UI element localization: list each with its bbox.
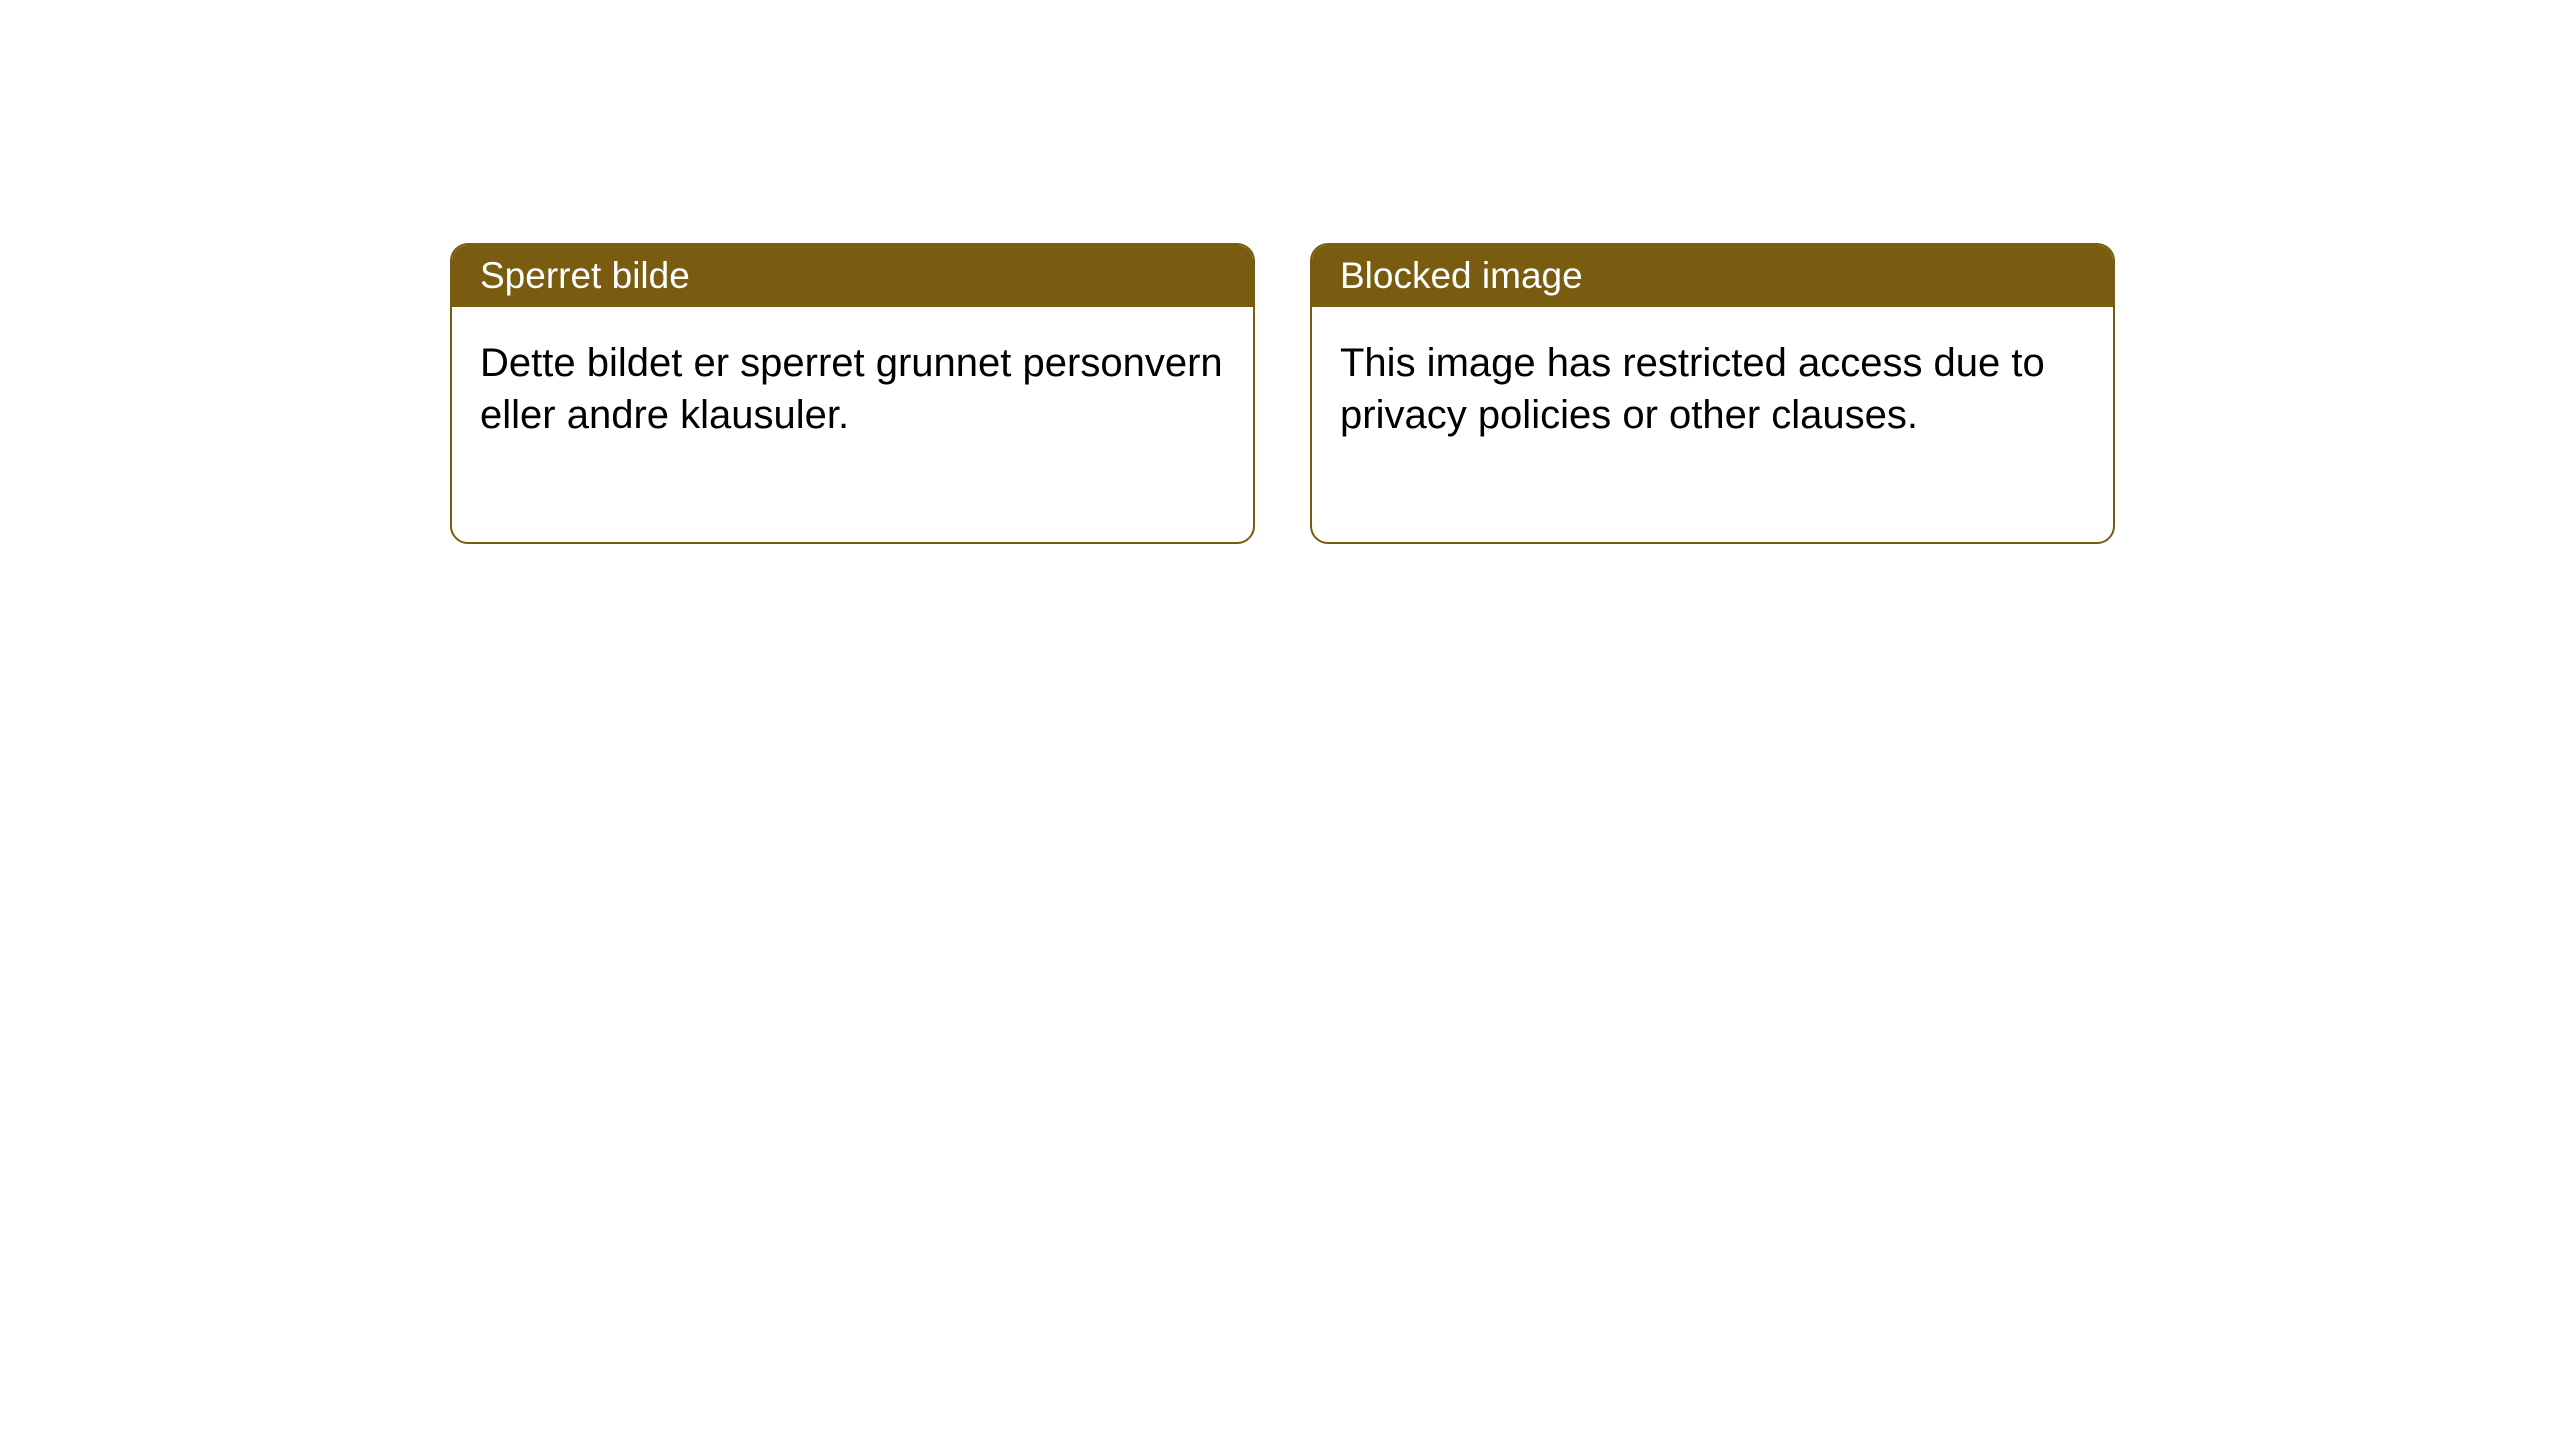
notice-body-norwegian: Dette bildet er sperret grunnet personve… — [452, 307, 1253, 542]
notice-header-english: Blocked image — [1312, 245, 2113, 307]
notice-header-norwegian: Sperret bilde — [452, 245, 1253, 307]
notice-card-norwegian: Sperret bilde Dette bildet er sperret gr… — [450, 243, 1255, 544]
notice-body-english: This image has restricted access due to … — [1312, 307, 2113, 542]
notice-card-english: Blocked image This image has restricted … — [1310, 243, 2115, 544]
notice-container: Sperret bilde Dette bildet er sperret gr… — [450, 243, 2115, 544]
